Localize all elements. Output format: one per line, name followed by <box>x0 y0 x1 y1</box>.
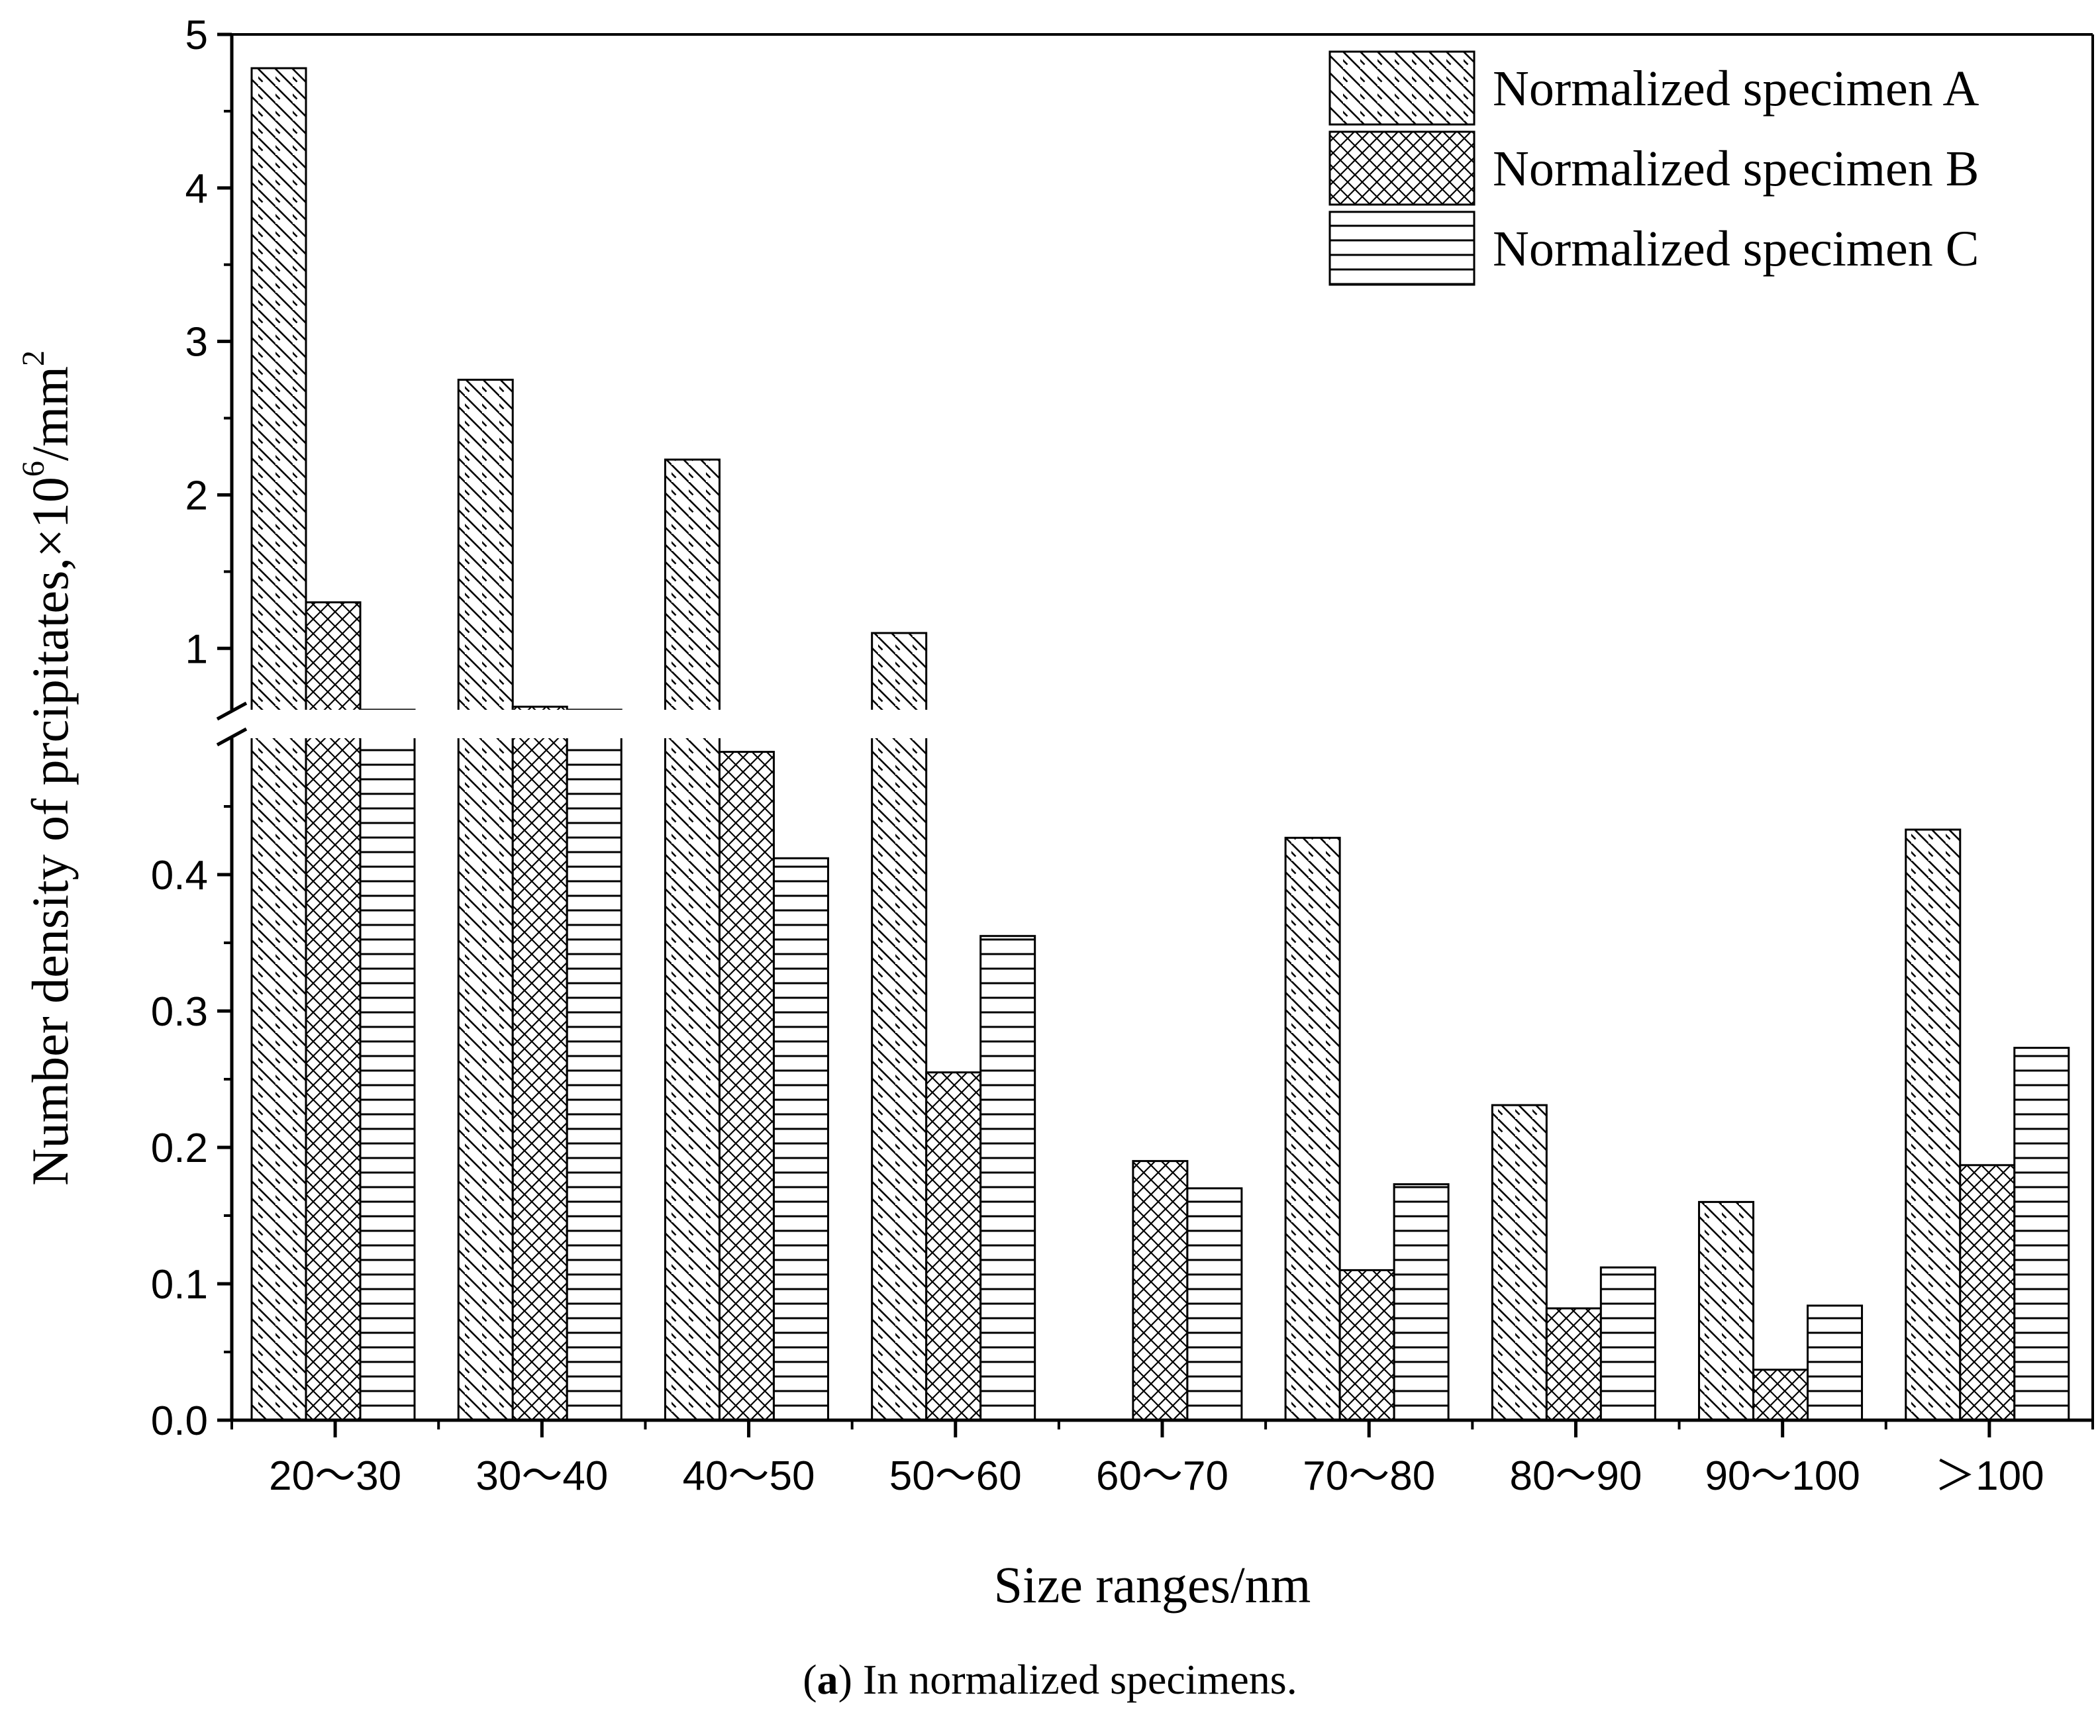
y-tick-label-lower-1: 0.1 <box>151 1262 208 1308</box>
x-tick-label-7: 90～100 <box>1705 1453 1860 1499</box>
bar-crosshatch-1 <box>511 705 568 1422</box>
bar-horizontal-3 <box>979 935 1036 1422</box>
legend-label-diagonal: Normalized specimen A <box>1493 61 1979 117</box>
x-tick-label-5: 70～80 <box>1303 1453 1435 1499</box>
x-tick-label-0: 20～30 <box>269 1453 401 1499</box>
bar-crosshatch-7 <box>1752 1369 1809 1422</box>
caption-text: In normalized specimens. <box>852 1656 1297 1703</box>
bar-diagonal-2 <box>664 458 721 1422</box>
y-axis-title-exponent-2: 2 <box>16 350 51 366</box>
legend-swatch-crosshatch <box>1328 130 1475 206</box>
bar-crosshatch-6 <box>1545 1307 1602 1422</box>
y-axis-title: Number density of prcipitates,×106/mm2 <box>16 350 79 1186</box>
y-axis-title-exponent-6: 6 <box>16 461 51 477</box>
bar-horizontal-6 <box>1599 1266 1656 1422</box>
bar-crosshatch-8 <box>1959 1164 2016 1422</box>
bar-diagonal-6 <box>1491 1104 1548 1422</box>
bar-horizontal-1 <box>566 708 623 1422</box>
figure-caption: (a) In normalized specimens. <box>803 1656 1297 1703</box>
axis-break-mark-top <box>216 701 248 721</box>
bar-horizontal-5 <box>1393 1183 1450 1422</box>
y-tick-label-upper-4: 5 <box>185 13 208 58</box>
y-tick-label-upper-2: 3 <box>185 320 208 365</box>
x-axis-title: Size ranges/nm <box>994 1556 1311 1614</box>
bar-diagonal-5 <box>1284 836 1341 1422</box>
axis-break-mark-bottom <box>216 727 248 747</box>
y-tick-label-upper-3: 4 <box>185 166 208 212</box>
bar-horizontal-7 <box>1807 1304 1864 1422</box>
x-tick-label-2: 40～50 <box>683 1453 815 1499</box>
y-tick-label-lower-0: 0.0 <box>151 1398 208 1444</box>
bar-horizontal-4 <box>1186 1187 1243 1422</box>
bar-horizontal-0 <box>359 708 416 1422</box>
x-tick-label-8: ＞100 <box>1934 1453 2044 1499</box>
y-tick-label-lower-4: 0.4 <box>151 853 208 898</box>
bar-horizontal-2 <box>772 857 829 1422</box>
bar-diagonal-0 <box>250 67 307 1422</box>
y-tick-label-upper-0: 1 <box>185 626 208 672</box>
bar-crosshatch-3 <box>925 1071 982 1422</box>
bar-diagonal-1 <box>457 379 514 1422</box>
bar-crosshatch-0 <box>305 601 362 1422</box>
legend-label-horizontal: Normalized specimen C <box>1493 221 1979 277</box>
legend-swatch-horizontal <box>1328 211 1475 286</box>
caption-label: a <box>817 1656 838 1703</box>
bar-crosshatch-2 <box>718 751 775 1422</box>
bar-diagonal-7 <box>1698 1200 1755 1422</box>
legend-label-crosshatch: Normalized specimen B <box>1493 141 1979 197</box>
bar-crosshatch-5 <box>1338 1269 1395 1422</box>
x-tick-label-6: 80～90 <box>1509 1453 1642 1499</box>
x-tick-label-4: 60～70 <box>1096 1453 1228 1499</box>
y-axis-title-unit: /mm <box>21 366 79 461</box>
y-tick-label-lower-2: 0.2 <box>151 1126 208 1171</box>
x-tick-label-3: 50～60 <box>889 1453 1022 1499</box>
bar-crosshatch-4 <box>1132 1160 1189 1422</box>
x-tick-label-1: 30～40 <box>475 1453 608 1499</box>
y-axis-title-main: Number density of prcipitates,×10 <box>21 477 79 1186</box>
y-tick-label-upper-1: 2 <box>185 473 208 518</box>
bar-horizontal-8 <box>2013 1047 2070 1422</box>
bar-diagonal-8 <box>1905 828 1962 1422</box>
legend-swatch-diagonal <box>1328 50 1475 126</box>
axis-break-band <box>205 710 2100 738</box>
bar-diagonal-3 <box>871 632 928 1422</box>
y-tick-label-lower-3: 0.3 <box>151 989 208 1035</box>
